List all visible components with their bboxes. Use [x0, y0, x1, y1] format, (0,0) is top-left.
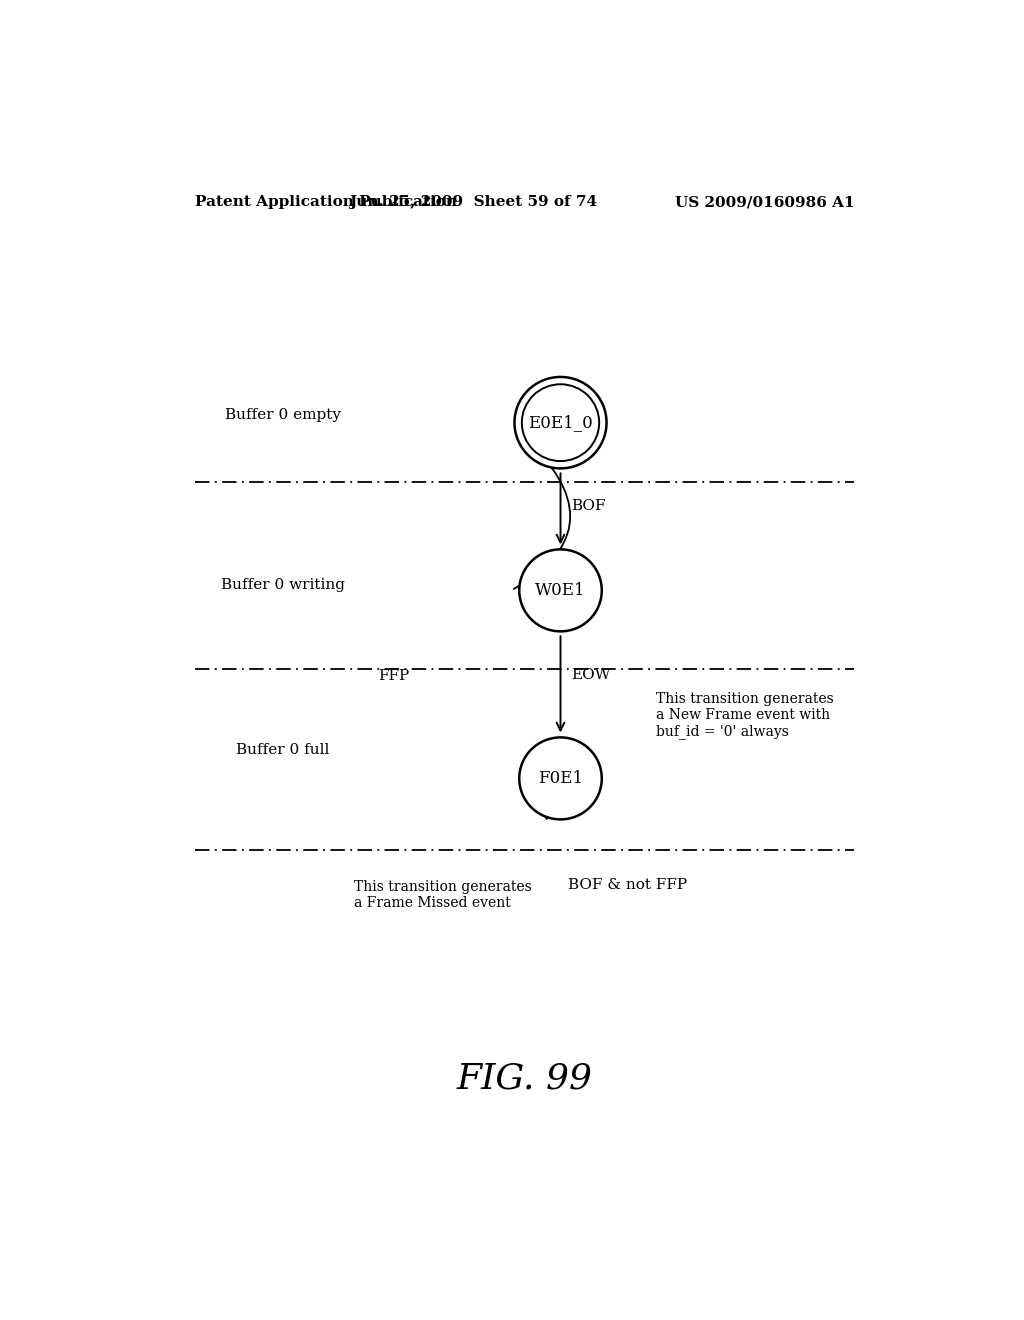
- FancyArrowPatch shape: [514, 449, 570, 589]
- Text: BOF & not FFP: BOF & not FFP: [568, 878, 687, 892]
- Text: FFP: FFP: [378, 669, 410, 682]
- Ellipse shape: [514, 378, 606, 469]
- Text: Buffer 0 full: Buffer 0 full: [237, 743, 330, 756]
- FancyArrowPatch shape: [528, 768, 578, 818]
- Text: BOF: BOF: [570, 499, 605, 513]
- Text: E0E1_0: E0E1_0: [528, 414, 593, 432]
- Text: W0E1: W0E1: [536, 582, 586, 599]
- Text: Buffer 0 writing: Buffer 0 writing: [221, 578, 345, 593]
- Text: Buffer 0 empty: Buffer 0 empty: [224, 408, 341, 421]
- Text: Jun. 25, 2009  Sheet 59 of 74: Jun. 25, 2009 Sheet 59 of 74: [349, 195, 597, 209]
- Text: EOW: EOW: [570, 668, 610, 681]
- Text: This transition generates
a Frame Missed event: This transition generates a Frame Missed…: [354, 880, 531, 911]
- Text: FIG. 99: FIG. 99: [457, 1061, 593, 1096]
- Text: This transition generates
a New Frame event with
buf_id = '0' always: This transition generates a New Frame ev…: [655, 692, 834, 739]
- FancyArrowPatch shape: [557, 636, 564, 730]
- Ellipse shape: [519, 738, 602, 820]
- Text: F0E1: F0E1: [538, 770, 583, 787]
- FancyArrowPatch shape: [557, 473, 564, 543]
- Text: US 2009/0160986 A1: US 2009/0160986 A1: [675, 195, 854, 209]
- Text: Patent Application Publication: Patent Application Publication: [196, 195, 458, 209]
- Ellipse shape: [519, 549, 602, 631]
